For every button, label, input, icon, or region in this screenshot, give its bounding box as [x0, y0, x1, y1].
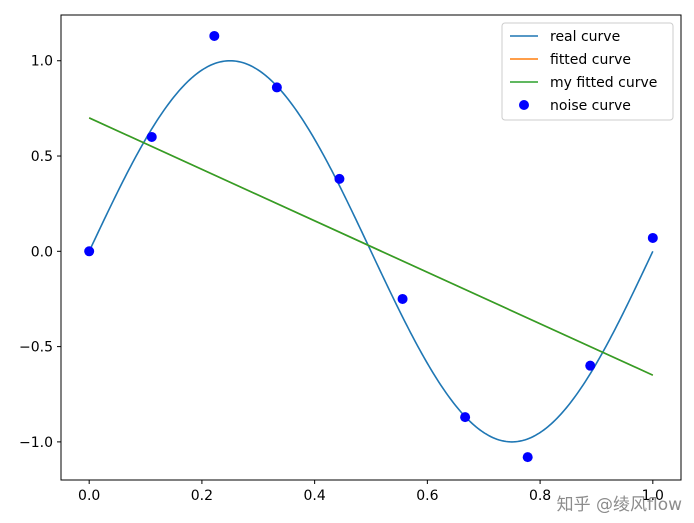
legend-box — [501, 22, 674, 121]
noise-curve-point — [397, 293, 408, 304]
y-tick-label: −0.5 — [19, 340, 53, 356]
axes-frame — [60, 14, 682, 481]
noise-curve-point — [522, 452, 533, 463]
y-axis: −1.0 −0.5 0.0 0.5 1.0 — [19, 54, 61, 451]
noise-curve-point — [460, 412, 471, 423]
real-curve-line — [88, 59, 654, 443]
noise-curve-point — [209, 30, 220, 41]
x-tick-label: 1.0 — [642, 488, 664, 504]
legend-label-my-fitted-curve: my fitted curve — [550, 75, 657, 91]
noise-curve-point — [84, 246, 95, 257]
noise-curve-point — [585, 360, 596, 371]
legend-swatch-noise-curve — [519, 100, 529, 110]
my-fitted-curve-line — [88, 117, 654, 376]
y-tick-label: 0.0 — [31, 244, 53, 260]
x-tick-label: 0.2 — [191, 488, 213, 504]
x-tick-label: 0.4 — [304, 488, 326, 504]
x-axis: 0.0 0.2 0.4 0.6 0.8 1.0 — [78, 480, 664, 504]
noise-curve-point — [647, 232, 658, 243]
y-tick-label: 1.0 — [31, 54, 53, 70]
noise-curve-point — [271, 82, 282, 93]
y-tick-label: 0.5 — [31, 149, 53, 165]
legend-label-noise-curve: noise curve — [550, 98, 631, 114]
series-layer — [84, 30, 658, 463]
x-tick-label: 0.0 — [78, 488, 100, 504]
legend-label-fitted-curve: fitted curve — [550, 52, 631, 68]
noise-curve-point — [146, 131, 157, 142]
watermark: 知乎 @绫风flow — [556, 495, 682, 515]
legend: real curve fitted curve my fitted curve noi… — [501, 22, 674, 121]
x-tick-label: 0.8 — [529, 488, 551, 504]
y-tick-label: −1.0 — [19, 435, 53, 451]
x-tick-label: 0.6 — [416, 488, 438, 504]
noise-curve-point — [334, 173, 345, 184]
legend-label-real-curve: real curve — [550, 29, 620, 45]
